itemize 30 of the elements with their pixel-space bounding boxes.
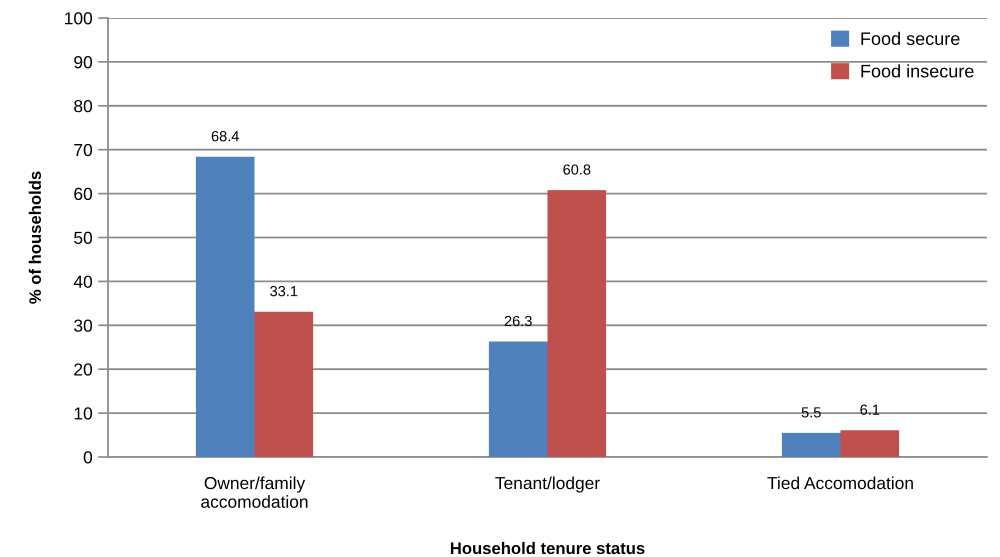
data-label: 33.1 <box>270 286 298 296</box>
x-axis-title: Household tenure status <box>450 542 645 554</box>
data-label: 60.8 <box>563 164 590 175</box>
bar <box>548 190 606 458</box>
x-tick-label: Tenant/lodger <box>495 476 600 493</box>
data-label: 5.5 <box>802 407 821 418</box>
y-tick-label: 70 <box>74 144 92 156</box>
bar <box>254 312 314 458</box>
y-tick-label: 30 <box>74 319 92 332</box>
data-label: 26.3 <box>504 316 532 326</box>
legend-label: Food insecure <box>861 64 974 78</box>
y-tick-label: 0 <box>84 451 92 464</box>
y-tick-label: 50 <box>74 232 92 244</box>
legend-label: Food secure <box>861 32 960 46</box>
y-tick-label: 80 <box>74 100 92 112</box>
y-tick-label: 100 <box>65 12 92 24</box>
y-axis-title: % of households <box>28 172 42 304</box>
x-tick-label: Owner/family accomodation <box>201 476 308 508</box>
x-tick-label: Tied Accomodation <box>767 476 913 490</box>
y-tick-label: 10 <box>74 407 92 420</box>
bar <box>840 430 900 458</box>
y-tick-label: 40 <box>74 276 92 288</box>
bar <box>488 342 548 458</box>
y-tick-label: 20 <box>74 363 92 376</box>
y-tick-label: 60 <box>74 188 92 200</box>
y-tick-label: 90 <box>74 56 92 68</box>
data-label: 68.4 <box>212 131 239 142</box>
bar <box>196 156 254 458</box>
bar <box>782 432 840 458</box>
data-label: 6.1 <box>860 404 880 415</box>
